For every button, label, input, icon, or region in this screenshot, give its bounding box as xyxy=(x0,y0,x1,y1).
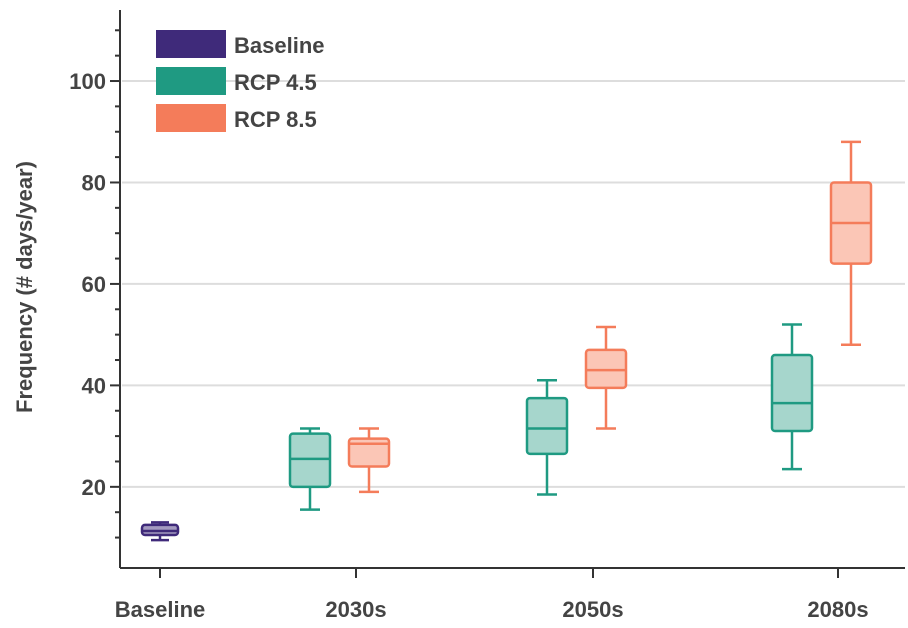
box-plot xyxy=(347,427,391,494)
y-tick-label: 20 xyxy=(82,475,106,500)
legend: Baseline RCP 4.5 RCP 8.5 xyxy=(156,30,325,132)
box-plot xyxy=(584,325,628,430)
box-plots xyxy=(140,140,873,542)
box-plot xyxy=(525,379,569,496)
legend-swatch xyxy=(156,30,226,58)
legend-label: RCP 4.5 xyxy=(234,70,317,95)
y-tick-label: 40 xyxy=(82,373,106,398)
x-tick-label: Baseline xyxy=(115,597,206,622)
x-tick-label: 2080s xyxy=(807,597,868,622)
y-tick-label: 80 xyxy=(82,170,106,195)
iqr-box xyxy=(584,348,628,390)
box-plot xyxy=(770,323,814,471)
iqr-box xyxy=(288,432,332,489)
legend-swatch xyxy=(156,104,226,132)
iqr-box xyxy=(770,353,814,433)
iqr-box xyxy=(525,396,569,456)
iqr-box xyxy=(347,437,391,468)
y-tick-label: 60 xyxy=(82,272,106,297)
axes: 20 40 60 80 100 Baseline 2030s 2050s 2080s xyxy=(69,10,905,622)
legend-swatch xyxy=(156,67,226,95)
box-plot xyxy=(140,521,180,542)
legend-label: Baseline xyxy=(234,33,325,58)
y-tick-label: 100 xyxy=(69,69,106,94)
box-plot xyxy=(829,140,873,347)
legend-label: RCP 8.5 xyxy=(234,107,317,132)
x-tick-label: 2030s xyxy=(325,597,386,622)
x-tick-label: 2050s xyxy=(562,597,623,622)
box-plot xyxy=(288,427,332,511)
y-axis-title: Frequency (# days/year) xyxy=(12,161,37,413)
